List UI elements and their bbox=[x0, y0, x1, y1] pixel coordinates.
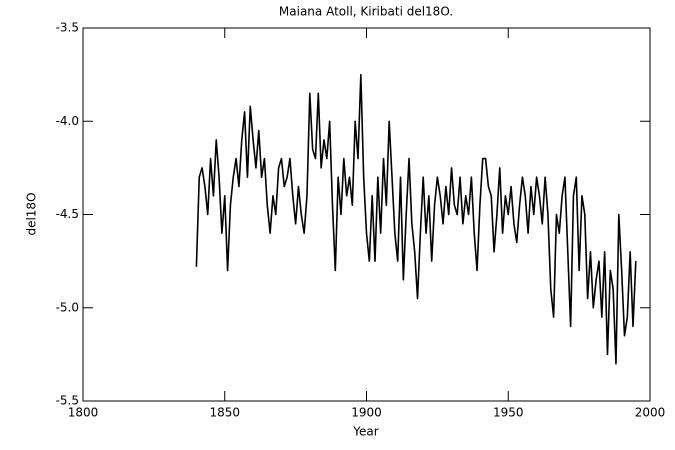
y-tick-label: -4.5 bbox=[56, 207, 79, 221]
y-tick-label: -5.5 bbox=[56, 394, 79, 408]
y-tick-label: -5.0 bbox=[56, 300, 79, 314]
x-axis-label: Year bbox=[352, 425, 378, 439]
y-tick-label: -3.5 bbox=[56, 21, 79, 35]
data-line bbox=[195, 73, 637, 365]
y-axis-label: del18O bbox=[25, 192, 39, 235]
chart-title: Maiana Atoll, Kiribati del18O. bbox=[279, 5, 453, 19]
x-tick-label: 1900 bbox=[351, 406, 382, 420]
x-tick-label: 1800 bbox=[68, 406, 99, 420]
x-tick-label: 2000 bbox=[635, 406, 666, 420]
x-tick-label: 1950 bbox=[493, 406, 524, 420]
y-tick-label: -4.0 bbox=[56, 114, 79, 128]
x-tick-label: 1850 bbox=[209, 406, 240, 420]
